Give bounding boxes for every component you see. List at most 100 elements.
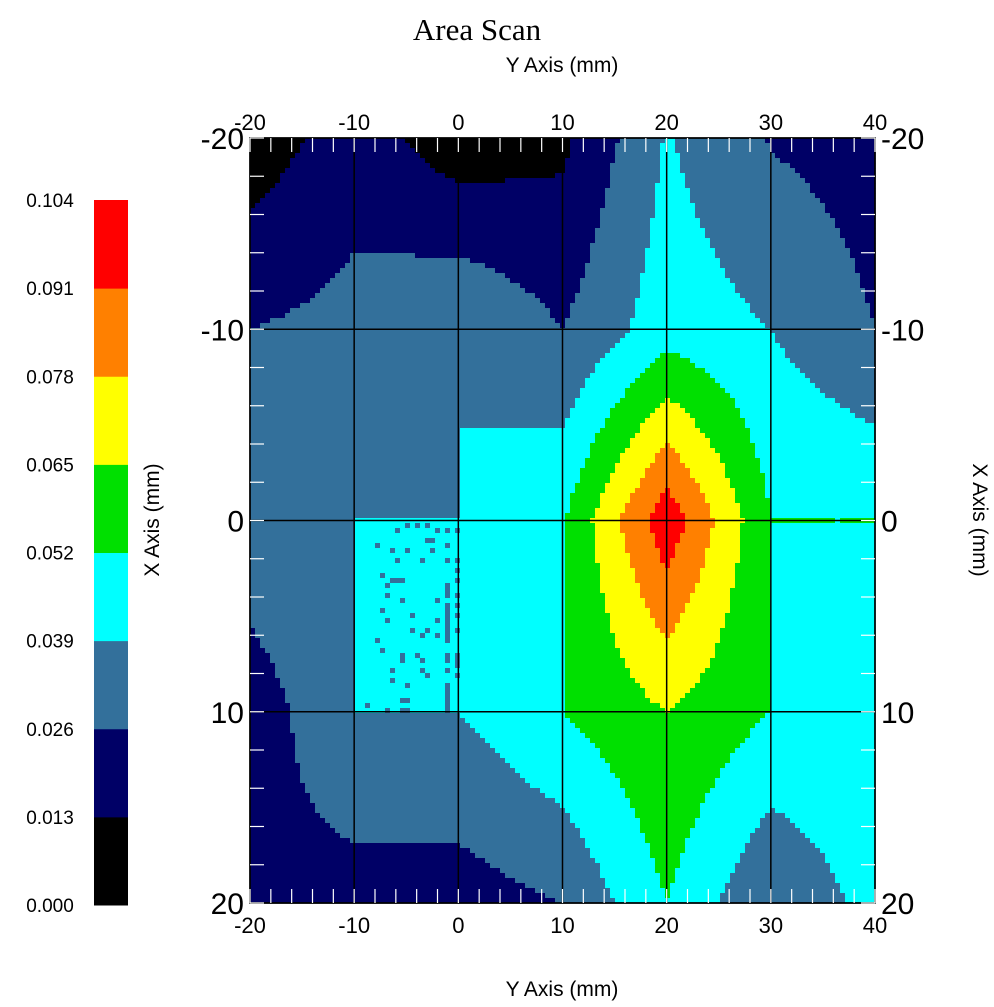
contour-cell <box>660 498 676 504</box>
contour-cell <box>660 353 681 359</box>
contour-cell <box>840 888 876 894</box>
contour-cell <box>655 213 696 219</box>
contour-cell <box>425 673 431 679</box>
contour-cell <box>775 338 876 344</box>
contour-cell <box>495 268 586 274</box>
contour-cell <box>250 793 311 799</box>
contour-cell <box>250 268 341 274</box>
contour-cell <box>640 683 696 689</box>
contour-cell <box>690 593 731 599</box>
contour-cell <box>250 558 356 564</box>
contour-cell <box>720 458 761 464</box>
contour-cell <box>570 508 596 514</box>
contour-cell <box>305 783 531 789</box>
contour-cell <box>530 783 621 789</box>
contour-cell <box>565 558 596 564</box>
contour-cell <box>260 638 356 644</box>
contour-cell <box>640 373 711 379</box>
contour-cell <box>250 303 301 309</box>
contour-cell <box>840 403 876 409</box>
contour-cell <box>615 633 666 639</box>
contour-cell <box>355 618 386 624</box>
contour-cell <box>450 618 566 624</box>
contour-cell <box>450 583 566 589</box>
contour-cell <box>270 658 356 664</box>
contour-cell <box>740 293 866 299</box>
contour-cell <box>565 528 596 534</box>
contour-cell <box>870 308 876 314</box>
contour-cell <box>740 853 826 859</box>
contour-cell <box>625 793 706 799</box>
contour-cell <box>685 523 716 529</box>
contour-cell <box>355 578 391 584</box>
contour-cell <box>770 678 876 684</box>
contour-cell <box>420 523 426 529</box>
x-axis-title-right: X Axis (mm) <box>968 463 991 576</box>
contour-cell <box>725 473 766 479</box>
contour-cell <box>690 828 756 834</box>
contour-cell <box>250 258 351 264</box>
contour-cell <box>565 618 611 624</box>
contour-cell <box>835 218 876 224</box>
contour-cell <box>250 488 461 494</box>
contour-cell <box>525 778 621 784</box>
contour-cell <box>585 268 646 274</box>
contour-cell <box>555 798 631 804</box>
contour-cell <box>445 623 451 629</box>
contour-cell <box>460 528 566 534</box>
contour-cell <box>790 818 876 824</box>
contour-cell <box>285 168 436 174</box>
contour-cell <box>565 623 611 629</box>
contour-cell <box>705 498 736 504</box>
colorbar-swatch <box>94 200 128 289</box>
contour-cell <box>565 603 606 609</box>
contour-cell <box>565 638 616 644</box>
contour-cell <box>710 243 846 249</box>
contour-cell <box>750 303 871 309</box>
contour-cell <box>300 148 416 154</box>
contour-cell <box>825 853 876 859</box>
contour-cell <box>385 708 391 714</box>
contour-cell <box>645 838 686 844</box>
contour-cell <box>280 173 446 179</box>
contour-cell <box>630 443 666 449</box>
contour-cell <box>565 713 766 719</box>
contour-cell <box>290 708 356 714</box>
contour-cell <box>710 503 741 509</box>
contour-cell <box>680 538 711 544</box>
contour-cell <box>685 838 751 844</box>
contour-cell <box>570 148 616 154</box>
contour-cell <box>580 728 751 734</box>
contour-cell <box>710 663 771 669</box>
contour-cell <box>250 158 291 164</box>
contour-cell <box>250 238 596 244</box>
contour-cell <box>590 443 631 449</box>
contour-cell <box>740 743 876 749</box>
contour-cell <box>355 583 386 589</box>
contour-cell <box>250 218 601 224</box>
contour-cell <box>355 643 566 649</box>
contour-cell <box>715 783 876 789</box>
contour-cell <box>660 173 686 179</box>
contour-cell <box>695 683 771 689</box>
contour-cell <box>460 443 591 449</box>
contour-cell <box>660 493 671 499</box>
contour-cell <box>605 488 636 494</box>
contour-cell <box>765 483 876 489</box>
contour-cell <box>295 743 491 749</box>
contour-cell <box>675 623 726 629</box>
contour-cell <box>370 703 446 709</box>
contour-cell <box>295 153 421 159</box>
contour-cell <box>400 653 406 659</box>
contour-cell <box>625 448 661 454</box>
contour-cell <box>730 478 766 484</box>
contour-cell <box>355 678 391 684</box>
contour-cell <box>670 893 721 899</box>
contour-cell <box>615 143 661 149</box>
contour-cell <box>710 528 741 534</box>
contour-cell <box>830 863 876 869</box>
contour-cell <box>650 233 706 239</box>
contour-cell <box>250 198 261 204</box>
contour-cell <box>445 608 451 614</box>
contour-cell <box>835 878 876 884</box>
